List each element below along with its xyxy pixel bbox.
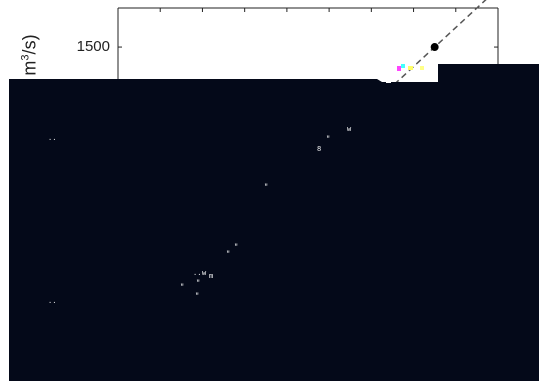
fragment: [413, 62, 416, 66]
data-point-series-0-0: [430, 43, 439, 52]
occlusion-panel: [9, 64, 539, 381]
noise-glyph: ": [180, 284, 184, 292]
noise-glyph: ..: [193, 270, 201, 278]
fragment: [420, 66, 424, 70]
noise-glyph: ": [196, 280, 200, 288]
fragment: [386, 80, 391, 83]
noise-glyph: ": [326, 136, 330, 144]
noise-glyph: ": [264, 184, 268, 192]
noise-glyph: w: [202, 270, 207, 278]
noise-glyph: ": [226, 251, 230, 259]
fragment: [397, 66, 401, 71]
color-fragments: [386, 62, 424, 83]
noise-glyph: ": [195, 293, 199, 301]
noise-glyph: m: [209, 273, 213, 281]
noise-glyph: 8: [317, 146, 321, 154]
noise-glyph: ": [234, 244, 238, 252]
noise-glyph: ..: [48, 135, 56, 143]
fragment: [401, 64, 405, 68]
y-tick-label-1500: 1500: [77, 38, 110, 55]
noise-glyph: ..: [48, 298, 56, 306]
fragment: [408, 66, 413, 70]
noise-glyphs: .. .. w " 8 " " " .. w m " " ": [48, 126, 352, 306]
noise-glyph: w: [347, 126, 352, 134]
